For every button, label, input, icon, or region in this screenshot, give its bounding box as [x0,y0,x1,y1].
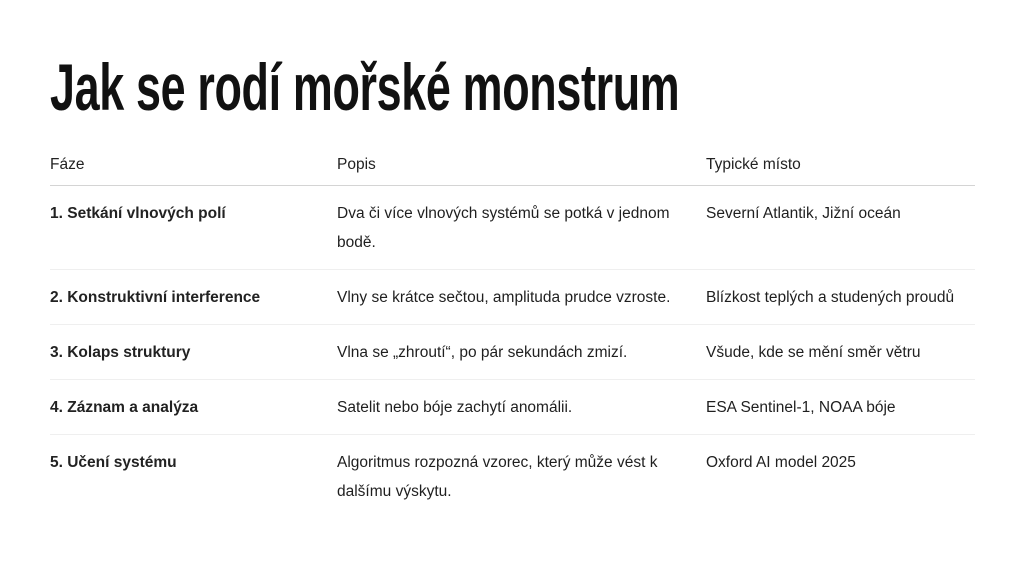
table-row: 5. Učení systému Algoritmus rozpozná vzo… [50,435,975,519]
location-cell: Oxford AI model 2025 [706,454,856,471]
phase-cell: 4. Záznam a analýza [50,379,337,435]
description-cell: Dva či více vlnových systémů se potká v … [337,185,706,270]
description-cell: Satelit nebo bóje zachytí anomálii. [337,379,706,435]
description-cell: Vlny se krátce sečtou, amplituda prudce … [337,269,706,325]
table-row: 1. Setkání vlnových polí Dva či více vln… [50,185,975,270]
phase-cell: 1. Setkání vlnových polí [50,185,337,270]
header-description: Popis [337,148,706,186]
table-row: 4. Záznam a analýza Satelit nebo bóje za… [50,379,975,435]
phase-cell: 3. Kolaps struktury [50,324,337,380]
header-location: Typické místo [706,148,975,186]
phase-cell: 2. Konstruktivní interference [50,269,337,325]
location-cell: Všude, kde se mění směr větru [706,324,975,380]
description-cell: Vlna se „zhroutí“, po pár sekundách zmiz… [337,324,706,380]
phases-table: Fáze Popis Typické místo 1. Setkání vlno… [50,148,975,518]
phase-cell: 5. Učení systému [50,454,177,471]
description-cell: Algoritmus rozpozná vzorec, který může v… [337,454,658,500]
table-header-row: Fáze Popis Typické místo [50,148,975,186]
header-phase: Fáze [50,148,337,186]
slide-title: Jak se rodí mořské monstrum [50,50,680,124]
location-cell: ESA Sentinel-1, NOAA bóje [706,379,975,435]
table-row: 2. Konstruktivní interference Vlny se kr… [50,269,975,325]
location-cell: Severní Atlantik, Jižní oceán [706,185,975,270]
table-row: 3. Kolaps struktury Vlna se „zhroutí“, p… [50,324,975,380]
location-cell: Blízkost teplých a studených proudů [706,269,975,325]
